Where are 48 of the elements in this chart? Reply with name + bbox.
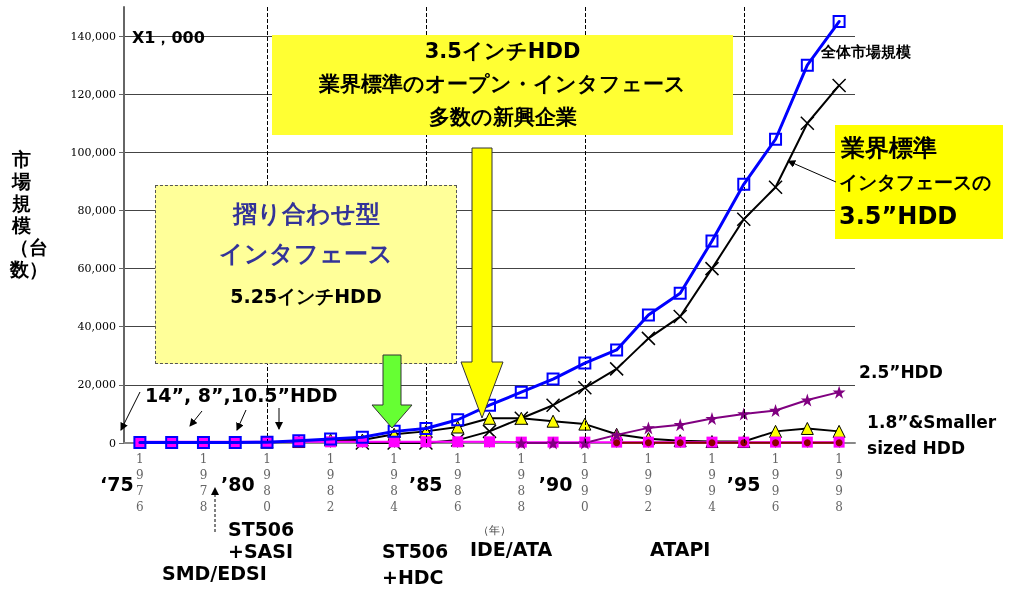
y-tick-label: 0 — [109, 436, 116, 450]
annotation: インタフェース — [218, 239, 394, 270]
x-tick-label: 1 9 8 4 — [390, 452, 399, 514]
y-axis-title: 市場規模（台数） — [10, 148, 48, 280]
note-box: 業界標準 インタフェースの 3.5”HDD — [835, 125, 1003, 239]
note-box: 摺り合わせ型 インタフェース 5.25インチHDD — [155, 185, 457, 364]
y-tick-label: 40,000 — [77, 320, 116, 334]
x-tick-label: 1 9 7 6 — [136, 452, 144, 514]
ref-line-label: ’95 — [726, 473, 761, 496]
text: IDE/ATA — [470, 538, 553, 561]
y-tick-label: 120,000 — [70, 87, 116, 101]
text: ST506 +HDC — [382, 539, 449, 590]
series-label: 1.8”&Smaller sized HDD — [867, 411, 1003, 458]
x-tick-label: 1 9 9 8 — [835, 452, 843, 514]
text: ‘75 — [100, 473, 134, 496]
ref-line-label: ’85 — [408, 473, 443, 496]
y-tick-label: 20,000 — [77, 378, 116, 392]
annotation: 多数の新興企業 — [427, 104, 578, 131]
series-label: 2.5”HDD — [859, 362, 943, 383]
x-tick-label: 1 9 9 4 — [708, 452, 717, 514]
y-tick-label: 60,000 — [77, 262, 116, 276]
x-axis-title: （年） — [478, 524, 511, 538]
annotation: 3.5”HDD — [838, 201, 959, 232]
ref-line-label: ’90 — [538, 473, 573, 496]
series-label: 全体市場規模 — [820, 42, 913, 61]
x-tick-label: 1 9 9 6 — [771, 452, 780, 514]
x-tick-label: 1 9 8 8 — [517, 452, 526, 514]
annotation: 業界標準のオープン・インタフェース — [318, 71, 687, 98]
x-tick-label: 1 9 7 8 — [199, 452, 208, 514]
text: ATAPI — [650, 538, 711, 561]
ref-line-label: ’80 — [221, 473, 255, 496]
x-tick-label: 1 9 8 2 — [326, 452, 335, 514]
x-tick-label: 1 9 9 2 — [644, 452, 653, 514]
annotation: 5.25インチHDD — [229, 284, 383, 309]
annotation: 業界標準 — [840, 133, 938, 164]
y-tick-label: 100,000 — [70, 145, 116, 159]
x-tick-label: 1 9 9 0 — [581, 452, 589, 514]
x-tick-label: 1 9 8 6 — [453, 452, 462, 514]
annotation: インタフェースの — [838, 170, 992, 195]
text: ST506 +SASI — [228, 518, 295, 562]
y-tick-label: 140,000 — [70, 29, 116, 43]
y-tick-label: 80,000 — [77, 203, 116, 217]
x-tick-label: 1 9 8 0 — [263, 452, 271, 514]
annotation: 14”, 8”,10.5”HDD — [145, 384, 338, 407]
annotation: 摺り合わせ型 — [231, 199, 381, 230]
note-box: 3.5インチHDD 業界標準のオープン・インタフェース 多数の新興企業 — [272, 35, 733, 135]
text: SMD/EDSI — [162, 562, 267, 585]
annotation: 3.5インチHDD — [423, 38, 582, 65]
